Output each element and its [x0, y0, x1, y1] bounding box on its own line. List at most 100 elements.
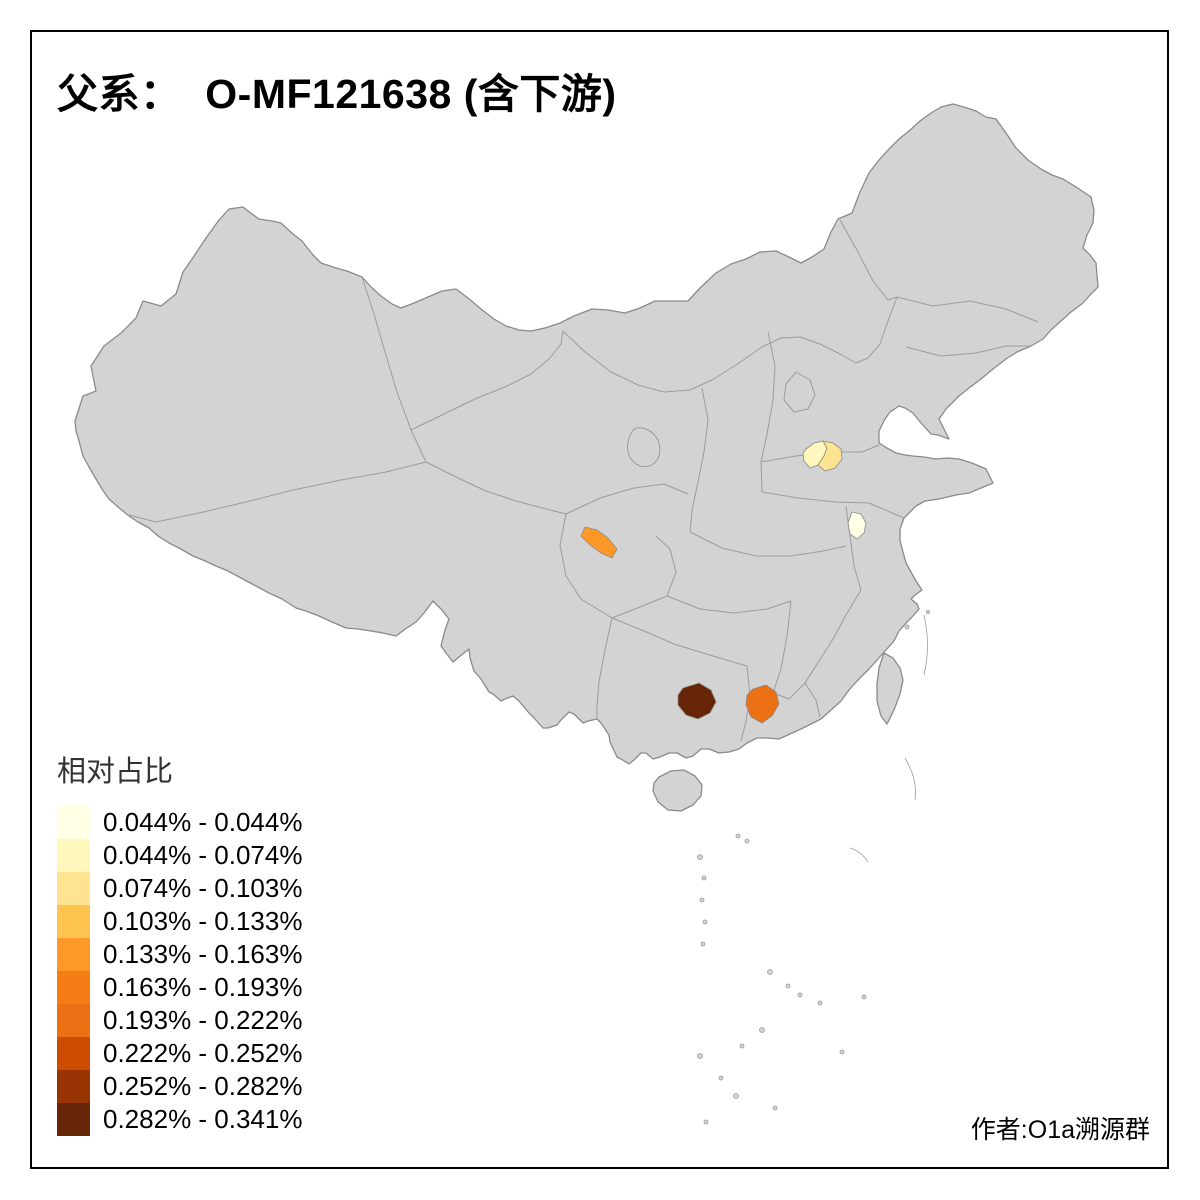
legend-row: 0.133% - 0.163% — [57, 938, 302, 971]
sea-island — [739, 1043, 745, 1049]
region-central-jiangsu — [847, 511, 867, 540]
sea-island — [797, 992, 803, 998]
sea-island — [767, 969, 773, 975]
sea-reef-line — [923, 614, 928, 676]
sea-island — [785, 983, 791, 989]
mainland-outline — [74, 103, 1099, 765]
province-border — [896, 296, 1039, 323]
province-border — [905, 345, 1029, 357]
sea-island — [861, 994, 867, 1000]
province-border — [783, 371, 816, 413]
legend-label: 0.133% - 0.163% — [103, 939, 303, 969]
province-border — [559, 513, 582, 600]
sea-island — [772, 1105, 778, 1111]
sea-island — [701, 875, 707, 881]
region-central-guangdong — [745, 684, 780, 724]
sea-island — [733, 1093, 739, 1099]
legend-row: 0.103% - 0.133% — [57, 905, 302, 938]
south-china-sea-islands — [697, 610, 931, 1125]
province-border — [772, 600, 792, 694]
sea-island — [697, 1053, 703, 1059]
legend-label: 0.282% - 0.341% — [103, 1104, 303, 1134]
province-border — [689, 531, 847, 557]
province-borders — [128, 219, 1039, 742]
plot-title: 父系： O-MF121638 (含下游) — [57, 71, 617, 117]
sea-island — [926, 610, 931, 615]
province-border — [611, 617, 748, 667]
legend-swatch — [57, 1037, 90, 1070]
legend-swatch — [57, 806, 90, 839]
legend-rows: 0.044% - 0.044% 0.044% - 0.074% 0.074% -… — [57, 806, 302, 1136]
province-border — [804, 589, 862, 684]
legend-swatch — [57, 971, 90, 1004]
province-border — [760, 461, 905, 519]
legend-row: 0.193% - 0.222% — [57, 1004, 302, 1037]
legend-row: 0.282% - 0.341% — [57, 1103, 302, 1136]
sea-island — [718, 1075, 724, 1081]
highlight-regions — [580, 440, 867, 724]
legend-swatch — [57, 839, 90, 872]
sea-island — [817, 1000, 823, 1006]
province-border — [627, 427, 661, 468]
legend-title: 相对占比 — [57, 756, 174, 788]
province-border — [410, 330, 564, 431]
province-border — [689, 387, 709, 533]
legend: 相对占比 0.044% - 0.044% 0.044% - 0.074% 0.0… — [57, 748, 302, 1136]
sea-reef-line — [849, 847, 869, 863]
legend-label: 0.222% - 0.252% — [103, 1038, 303, 1068]
province-border — [655, 535, 677, 597]
province-border — [425, 461, 567, 515]
legend-label: 0.074% - 0.103% — [103, 873, 303, 903]
taiwan-island — [876, 652, 904, 725]
sea-island — [699, 897, 705, 903]
legend-label: 0.193% - 0.222% — [103, 1005, 303, 1035]
province-border — [361, 276, 427, 463]
province-border — [580, 598, 613, 619]
sea-island — [703, 1119, 709, 1125]
legend-swatch — [57, 872, 90, 905]
legend-row: 0.074% - 0.103% — [57, 872, 302, 905]
legend-label: 0.044% - 0.074% — [103, 840, 303, 870]
author-credit: 作者:O1a溯源群 — [970, 1116, 1150, 1144]
province-border — [845, 505, 862, 591]
legend-swatch — [57, 1070, 90, 1103]
legend-row: 0.163% - 0.193% — [57, 971, 302, 1004]
legend-label: 0.103% - 0.133% — [103, 906, 303, 936]
sea-island — [735, 833, 741, 839]
legend-row: 0.222% - 0.252% — [57, 1037, 302, 1070]
province-border — [611, 595, 668, 619]
province-border — [562, 330, 857, 393]
province-border — [128, 461, 427, 523]
sea-reef-line — [904, 757, 916, 801]
legend-label: 0.252% - 0.282% — [103, 1071, 303, 1101]
sea-island — [697, 854, 703, 860]
sea-island — [904, 624, 910, 630]
hainan-island — [652, 769, 703, 812]
province-border — [855, 296, 898, 364]
province-border — [804, 682, 821, 718]
sea-island — [700, 941, 706, 947]
sea-island — [744, 838, 750, 844]
region-central-sichuan — [580, 526, 618, 559]
region-west-guangxi — [677, 682, 717, 720]
province-border — [596, 617, 613, 719]
legend-swatch — [57, 938, 90, 971]
legend-swatch — [57, 1103, 90, 1136]
region-henan-shandong-east — [817, 440, 843, 472]
province-border — [772, 682, 806, 700]
province-border — [666, 595, 792, 614]
sea-island — [759, 1027, 765, 1033]
mainland-group — [74, 103, 1099, 812]
legend-row: 0.044% - 0.074% — [57, 839, 302, 872]
sea-island — [702, 919, 708, 925]
province-border — [565, 483, 689, 515]
sea-island — [839, 1049, 845, 1055]
legend-swatch — [57, 905, 90, 938]
province-border — [839, 219, 898, 301]
legend-swatch — [57, 1004, 90, 1037]
legend-row: 0.044% - 0.044% — [57, 806, 302, 839]
legend-label: 0.163% - 0.193% — [103, 972, 303, 1002]
province-border — [760, 331, 776, 463]
legend-row: 0.252% - 0.282% — [57, 1070, 302, 1103]
